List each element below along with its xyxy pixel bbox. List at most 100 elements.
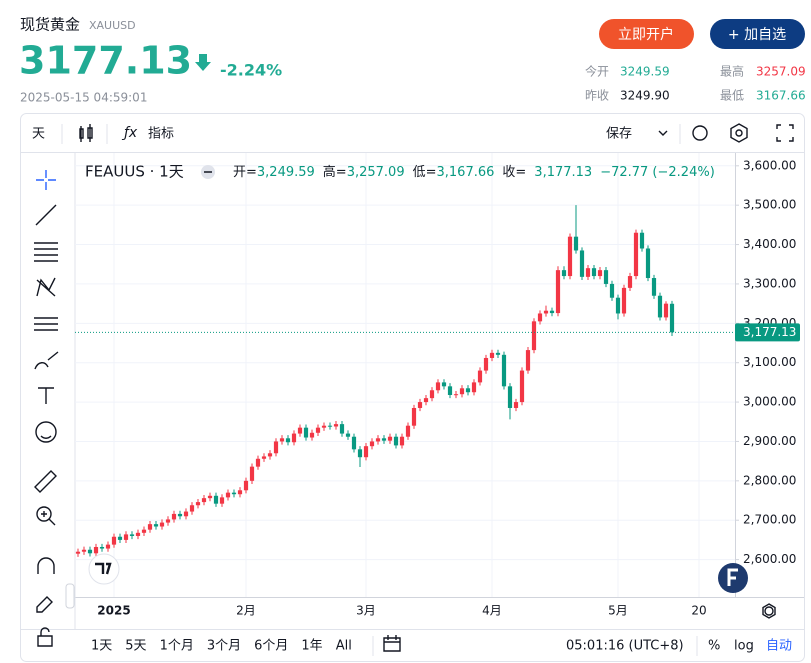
down-arrow xyxy=(195,54,211,71)
pattern-tool[interactable] xyxy=(36,277,56,297)
open-account-button[interactable] xyxy=(599,19,694,49)
log-toggle[interactable]: log xyxy=(734,639,754,654)
candle-body xyxy=(669,303,675,333)
legend-symbol: FEAUUS · 1天 xyxy=(85,163,184,181)
ruler-tool[interactable] xyxy=(34,470,57,493)
candle-body xyxy=(351,436,357,450)
settings-button[interactable] xyxy=(730,123,748,143)
text-tool[interactable] xyxy=(38,387,54,404)
candle-body xyxy=(99,546,105,549)
axis-settings[interactable] xyxy=(764,606,774,616)
save-button[interactable]: 保存 xyxy=(606,127,632,142)
candle-body xyxy=(591,268,597,277)
zoom-plus xyxy=(41,511,56,526)
fib-tool[interactable] xyxy=(34,242,58,262)
candle-body xyxy=(207,495,213,499)
candle-body xyxy=(477,370,483,383)
candle-body xyxy=(441,382,447,387)
brush-tool[interactable] xyxy=(34,351,59,370)
candle-body xyxy=(261,456,267,459)
y-tick-label: 3,000.00 xyxy=(743,395,796,409)
change: -2.24% xyxy=(220,61,282,80)
y-tick-label: 2,700.00 xyxy=(743,513,796,527)
quick-search[interactable] xyxy=(692,125,708,141)
save-menu[interactable] xyxy=(658,130,668,136)
range-button[interactable]: 1个月 xyxy=(160,639,194,654)
zoom-tool[interactable] xyxy=(36,506,52,522)
x-tick-label: 2025 xyxy=(97,604,130,618)
candle-body xyxy=(135,532,141,536)
legend-change: −72.77 (−2.24%) xyxy=(600,165,715,180)
projection-tool[interactable] xyxy=(34,317,58,331)
button-label[interactable]: + 加自选 xyxy=(728,27,786,43)
candle-body xyxy=(609,283,615,298)
candle-body xyxy=(393,436,399,446)
legend-value: 3,177.13 xyxy=(534,165,592,180)
candle-body xyxy=(627,276,633,288)
interval-button[interactable]: 天 xyxy=(32,127,45,142)
fullscreen-button[interactable] xyxy=(776,124,794,142)
candle-body xyxy=(321,425,327,428)
candle-body xyxy=(357,449,363,458)
range-button[interactable]: 1天 xyxy=(91,639,112,654)
range-button[interactable]: 5天 xyxy=(125,639,146,654)
candle-body xyxy=(411,407,417,426)
range-button[interactable]: 1年 xyxy=(301,639,322,654)
candle-body xyxy=(237,490,243,495)
candle-body xyxy=(483,357,489,371)
bottom-bar: 1天 5天 1个月 3个月 6个月 1年 All xyxy=(91,639,352,654)
candle-body xyxy=(129,534,135,536)
candle-body xyxy=(141,529,147,533)
y-tick-label: 2,900.00 xyxy=(743,434,796,448)
trend-line-tool[interactable] xyxy=(35,204,57,226)
chart-type-button[interactable] xyxy=(79,124,93,142)
candle-body xyxy=(315,427,321,433)
candle-body xyxy=(579,250,585,277)
price: 3177.13 xyxy=(19,39,192,83)
candle-body xyxy=(543,310,549,314)
crosshair-tool[interactable] xyxy=(36,170,56,190)
range-button[interactable]: 3个月 xyxy=(207,639,241,654)
auto-toggle[interactable]: 自动 xyxy=(766,639,792,654)
candle-body xyxy=(423,398,429,403)
emoji-tool[interactable] xyxy=(35,421,57,443)
candle-body xyxy=(507,386,513,408)
y-tick-label: 3,500.00 xyxy=(743,198,796,212)
stat-value: 3249.90 xyxy=(620,89,670,103)
goto-date[interactable] xyxy=(383,635,401,652)
range-button[interactable]: All xyxy=(336,639,352,654)
candle-body xyxy=(537,313,543,322)
range-button[interactable]: 6个月 xyxy=(254,639,288,654)
candle-body xyxy=(513,402,519,408)
candle-body xyxy=(123,534,129,540)
candle-body xyxy=(657,295,663,318)
candle-body xyxy=(501,354,507,387)
watchlist-button[interactable] xyxy=(710,19,805,49)
x-tick-label: 3月 xyxy=(356,604,376,618)
candle-body xyxy=(453,394,459,396)
candle-body xyxy=(327,425,333,427)
button-label[interactable]: 立即开户 xyxy=(618,26,674,43)
candle-body xyxy=(381,438,387,441)
magnet-tool[interactable] xyxy=(37,557,55,574)
candle-body xyxy=(531,321,537,351)
candle-body xyxy=(567,236,573,277)
stat-label: 最高 xyxy=(720,64,744,79)
legend-value: 3,257.09 xyxy=(347,165,405,180)
candle-body xyxy=(297,427,303,434)
legend-label: 高= xyxy=(323,164,347,180)
y-tick-label: 3,100.00 xyxy=(743,355,796,369)
fx-icon[interactable]: ƒx xyxy=(121,125,138,141)
indicators-button[interactable]: 指标 xyxy=(148,127,174,142)
percent-toggle[interactable]: % xyxy=(708,639,720,654)
y-tick-label: 3,300.00 xyxy=(743,276,796,290)
candle-body xyxy=(471,382,477,393)
stay-in-drawing-tool[interactable] xyxy=(36,596,53,613)
y-tick-label: 2,800.00 xyxy=(743,473,796,487)
lock-tool[interactable] xyxy=(37,627,53,647)
candle-body xyxy=(183,511,189,517)
candle-body xyxy=(525,350,531,371)
candle-body xyxy=(249,466,255,481)
collapse-toolbar[interactable] xyxy=(65,583,75,609)
